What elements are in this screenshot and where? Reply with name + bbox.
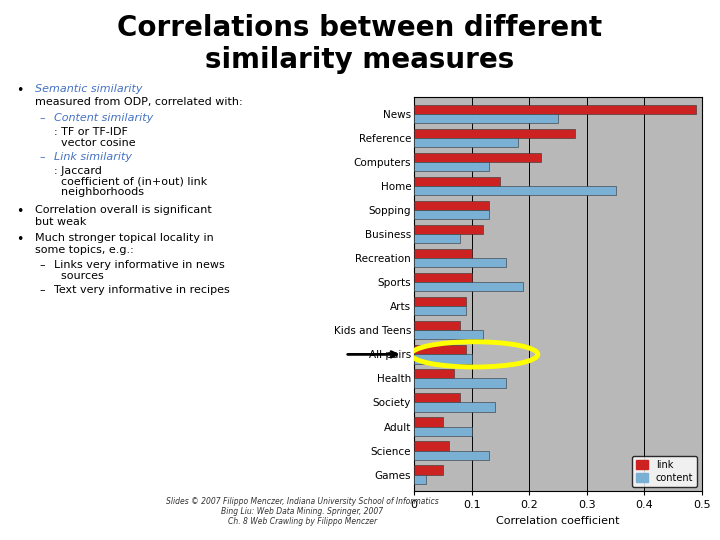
- Bar: [414, 201, 489, 210]
- Text: Links very informative in news: Links very informative in news: [54, 260, 225, 271]
- Bar: [414, 354, 472, 363]
- Text: Text very informative in recipes: Text very informative in recipes: [54, 285, 230, 295]
- Text: –: –: [40, 152, 45, 163]
- Bar: [414, 465, 443, 475]
- Text: Slides © 2007 Filippo Menczer, Indiana University School of Informatics
Bing Liu: Slides © 2007 Filippo Menczer, Indiana U…: [166, 497, 438, 526]
- Bar: [414, 427, 472, 436]
- Bar: [414, 306, 466, 315]
- Bar: [414, 417, 443, 427]
- Bar: [414, 393, 460, 402]
- Bar: [414, 475, 426, 484]
- Text: similarity measures: similarity measures: [205, 46, 515, 74]
- Bar: [414, 441, 449, 450]
- Bar: [414, 330, 483, 340]
- Text: Link similarity: Link similarity: [54, 152, 132, 163]
- Text: Content similarity: Content similarity: [54, 113, 153, 124]
- Bar: [414, 186, 616, 195]
- Bar: [414, 105, 696, 114]
- Text: measured from ODP, correlated with:: measured from ODP, correlated with:: [35, 97, 242, 107]
- Text: •: •: [16, 205, 23, 218]
- Text: •: •: [16, 233, 23, 246]
- Text: coefficient of (in+out) link: coefficient of (in+out) link: [54, 177, 207, 187]
- Text: some topics, e.g.:: some topics, e.g.:: [35, 245, 133, 255]
- Text: –: –: [40, 260, 45, 271]
- Text: neighborhoods: neighborhoods: [54, 187, 144, 198]
- Bar: [414, 402, 495, 411]
- Text: : Jaccard: : Jaccard: [54, 166, 102, 176]
- Text: sources: sources: [54, 271, 104, 281]
- Bar: [414, 162, 489, 171]
- Bar: [414, 234, 460, 244]
- Bar: [414, 379, 506, 388]
- Text: Much stronger topical locality in: Much stronger topical locality in: [35, 233, 213, 244]
- Bar: [414, 282, 523, 292]
- Legend: link, content: link, content: [632, 456, 697, 487]
- Bar: [414, 345, 466, 354]
- Bar: [414, 129, 575, 138]
- Text: : TF or TF-IDF: : TF or TF-IDF: [54, 127, 128, 137]
- Bar: [414, 153, 541, 162]
- Bar: [414, 177, 500, 186]
- Text: –: –: [40, 285, 45, 295]
- Bar: [414, 225, 483, 234]
- X-axis label: Correlation coefficient: Correlation coefficient: [496, 516, 620, 526]
- Bar: [414, 258, 506, 267]
- Text: Semantic similarity: Semantic similarity: [35, 84, 142, 94]
- Text: but weak: but weak: [35, 217, 86, 227]
- Text: •: •: [16, 84, 23, 97]
- Text: vector cosine: vector cosine: [54, 138, 135, 148]
- Bar: [414, 138, 518, 147]
- Bar: [414, 114, 558, 123]
- Text: Correlation overall is significant: Correlation overall is significant: [35, 205, 211, 215]
- Text: –: –: [40, 113, 45, 124]
- Bar: [414, 249, 472, 258]
- Text: Correlations between different: Correlations between different: [117, 14, 603, 42]
- Bar: [414, 450, 489, 460]
- Bar: [414, 210, 489, 219]
- Bar: [414, 297, 466, 306]
- Bar: [414, 321, 460, 330]
- Bar: [414, 369, 454, 379]
- Bar: [414, 273, 472, 282]
